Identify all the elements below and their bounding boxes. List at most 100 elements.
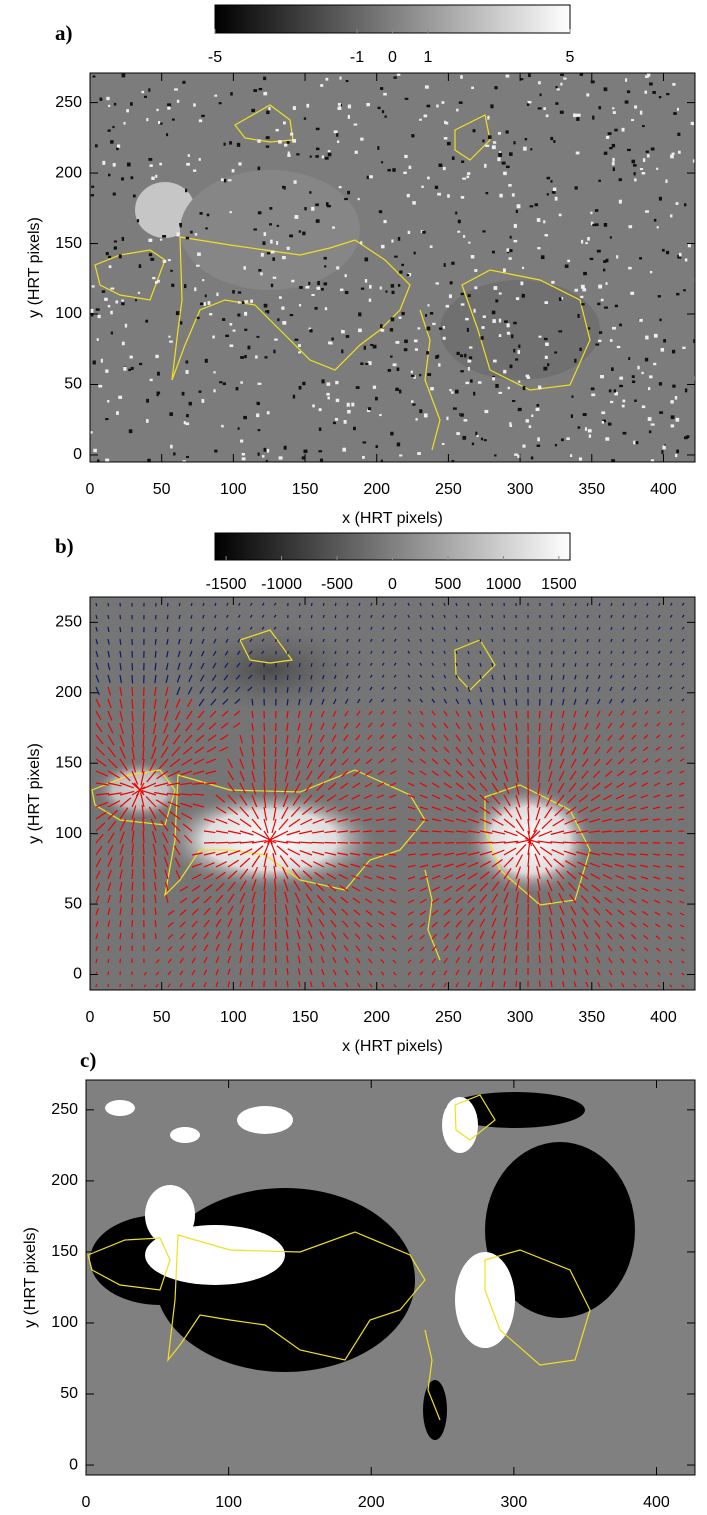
vector-arrow xyxy=(533,818,541,833)
vector-arrow xyxy=(407,782,415,787)
vector-arrow xyxy=(443,957,448,964)
speckle xyxy=(185,236,190,240)
vector-arrow xyxy=(119,674,122,684)
speckle xyxy=(263,76,267,81)
x-tick-label: 50 xyxy=(153,1009,171,1026)
vector-arrow xyxy=(479,894,488,904)
vector-arrow xyxy=(652,830,661,833)
colorbar-tick-label: -1 xyxy=(350,49,364,66)
vector-arrow xyxy=(455,908,463,916)
speckle xyxy=(634,105,638,109)
vector-arrow xyxy=(249,602,253,606)
vector-arrow xyxy=(381,662,385,666)
speckle xyxy=(257,429,261,432)
vector-arrow xyxy=(95,662,99,670)
vector-arrow xyxy=(322,650,325,655)
speckle xyxy=(380,324,383,329)
vector-arrow xyxy=(619,734,625,741)
vector-arrow xyxy=(295,758,301,769)
vector-arrow xyxy=(358,650,361,654)
vector-arrow xyxy=(314,871,325,880)
speckle xyxy=(392,363,397,367)
vector-arrow xyxy=(320,722,325,730)
vector-arrow xyxy=(646,614,649,618)
vector-arrow xyxy=(175,870,181,880)
vector-arrow xyxy=(431,794,441,800)
speckle xyxy=(494,454,497,457)
speckle xyxy=(426,351,429,355)
vector-arrow xyxy=(199,686,205,695)
vector-arrow xyxy=(300,818,313,826)
speckle xyxy=(160,238,163,241)
vector-arrow xyxy=(491,893,499,904)
vector-arrow xyxy=(654,911,661,916)
vector-arrow xyxy=(479,734,485,743)
speckle xyxy=(379,414,382,417)
vector-arrow xyxy=(562,981,565,988)
speckle xyxy=(663,339,667,343)
vector-arrow xyxy=(467,981,471,988)
speckle xyxy=(324,307,328,311)
speckle xyxy=(483,439,487,442)
vector-arrow xyxy=(503,904,509,916)
vector-arrow xyxy=(455,710,460,717)
vector-arrow xyxy=(614,852,625,856)
vector-arrow xyxy=(333,981,337,988)
speckle xyxy=(678,252,682,257)
colorbar xyxy=(214,4,571,34)
speckle xyxy=(690,121,695,126)
vector-arrow xyxy=(595,722,601,730)
vector-arrow xyxy=(588,830,601,834)
vector-arrow xyxy=(165,894,169,904)
vector-arrow xyxy=(431,674,435,679)
vector-arrow xyxy=(251,942,254,952)
vector-arrow xyxy=(561,955,565,964)
colorbar-tick-label: 0 xyxy=(388,576,397,593)
vector-arrow xyxy=(633,674,637,678)
vector-arrow xyxy=(119,734,125,747)
speckle xyxy=(536,444,541,447)
speckle xyxy=(546,176,551,180)
speckle xyxy=(262,241,266,246)
vector-arrow xyxy=(310,662,313,667)
vector-arrow xyxy=(332,710,337,717)
vector-arrow xyxy=(443,722,449,729)
speckle xyxy=(658,95,662,99)
speckle xyxy=(451,156,455,160)
vector-arrow xyxy=(249,626,253,630)
vector-arrow xyxy=(407,698,411,703)
speckle xyxy=(603,260,607,263)
vector-arrow xyxy=(388,864,397,868)
vector-arrow xyxy=(273,626,277,630)
vector-arrow xyxy=(388,853,397,856)
vector-arrow xyxy=(179,793,193,796)
vector-arrow xyxy=(191,982,195,988)
vector-arrow xyxy=(209,710,217,718)
vector-arrow xyxy=(388,818,397,821)
speckle xyxy=(148,238,153,242)
vector-arrow xyxy=(467,931,473,940)
speckle xyxy=(558,330,563,333)
vector-arrow xyxy=(652,853,661,856)
vector-arrow xyxy=(443,806,454,812)
vector-arrow xyxy=(107,958,110,964)
speckle xyxy=(237,291,242,294)
vector-arrow xyxy=(609,686,613,692)
vector-arrow xyxy=(107,614,110,620)
x-tick-label: 250 xyxy=(435,1009,462,1026)
speckle xyxy=(447,194,450,198)
speckle xyxy=(506,323,510,328)
vector-arrow xyxy=(345,982,349,988)
vector-arrow xyxy=(615,886,625,892)
speckle xyxy=(442,325,445,329)
speckle xyxy=(574,186,578,190)
vector-arrow xyxy=(297,722,301,731)
vector-arrow xyxy=(548,904,553,916)
vector-arrow xyxy=(393,662,397,666)
speckle xyxy=(650,147,655,151)
vector-arrow xyxy=(560,734,565,744)
x-tick-label: 400 xyxy=(650,1009,677,1026)
vector-arrow xyxy=(419,650,423,654)
vector-arrow xyxy=(610,602,613,607)
speckle xyxy=(229,211,232,214)
